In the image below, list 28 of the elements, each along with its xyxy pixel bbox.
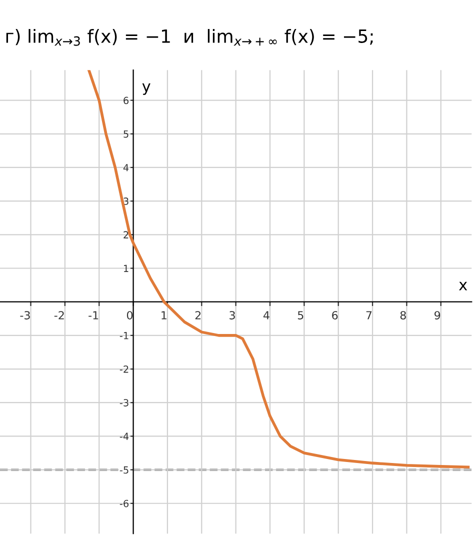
x-tick-label: 5 (298, 311, 304, 320)
x-tick-label: 9 (434, 311, 440, 320)
y-tick-label: -6 (120, 500, 129, 508)
y-tick-label: 4 (123, 164, 129, 172)
x-tick-label: 2 (195, 311, 201, 320)
y-tick-label: 1 (124, 264, 128, 272)
x-tick-label: -3 (20, 311, 30, 320)
x-tick-label: 0 (126, 311, 133, 320)
y-tick-label: -2 (120, 366, 128, 373)
x-tick-label: -1 (88, 311, 98, 320)
x-tick-label: -2 (54, 311, 64, 320)
x-tick-label: 7 (366, 311, 372, 320)
x-tick-label: 4 (263, 311, 270, 320)
x-tick-label: 3 (230, 311, 235, 320)
y-tick-label: 3 (124, 198, 128, 205)
y-tick-label: -4 (120, 432, 129, 440)
x-tick-label: 8 (400, 311, 406, 320)
y-tick-label: 5 (124, 130, 128, 138)
x-tick-label: 1 (162, 311, 166, 320)
y-axis-title: y (142, 83, 150, 95)
y-tick-label: -5 (120, 466, 128, 474)
x-axis-title: x (459, 282, 468, 290)
y-tick-label: 6 (124, 96, 129, 104)
chart-title: г) lim$_{x→3}$ f(x) = −1 и lim$_{x→+∞}$ f(x) = −5; (6, 28, 373, 46)
y-tick-label: -1 (120, 332, 128, 340)
x-tick-label: 6 (332, 311, 338, 320)
y-tick-label: -3 (120, 399, 128, 406)
y-tick-label: 2 (124, 231, 128, 238)
